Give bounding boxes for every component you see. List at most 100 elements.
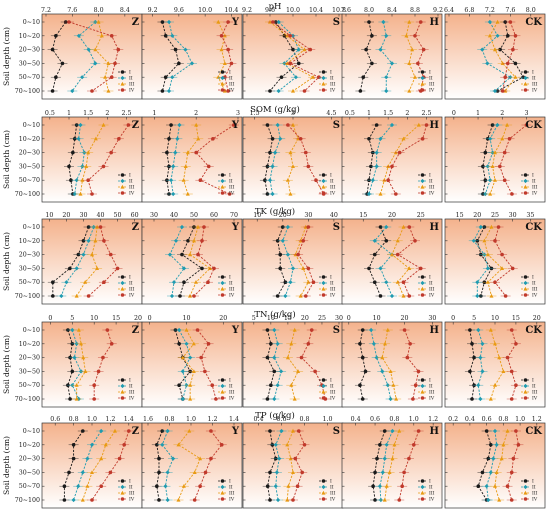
data-point [416, 369, 421, 374]
legend-marker [523, 75, 528, 81]
data-point [384, 280, 389, 285]
data-point [364, 47, 368, 52]
data-point [299, 355, 304, 360]
legend-marker [420, 75, 425, 81]
data-point [194, 122, 199, 127]
legend-label: III [532, 287, 538, 293]
data-point [507, 137, 512, 141]
data-point [273, 484, 278, 489]
series-iv [502, 429, 524, 502]
legend-label: III [532, 185, 538, 191]
data-point [494, 470, 499, 474]
data-point [117, 137, 121, 141]
legend-marker [523, 286, 528, 291]
series-line [178, 329, 191, 400]
series-iv [296, 328, 331, 401]
data-point [72, 355, 77, 360]
data-point [90, 498, 94, 502]
data-point [292, 327, 297, 332]
data-point [478, 224, 483, 230]
data-point [195, 328, 200, 332]
series-line [482, 124, 494, 195]
data-point [411, 397, 415, 401]
data-point [374, 123, 379, 127]
data-point [74, 178, 79, 183]
legend-label: I [129, 479, 131, 485]
data-point [485, 266, 491, 271]
legend-label: IV [429, 396, 435, 402]
series-line [476, 226, 492, 297]
data-point [407, 266, 412, 270]
x-tick-label: 1.2 [428, 416, 438, 423]
series-line [391, 226, 410, 297]
x-tick-label: 6.4 [444, 7, 454, 14]
data-point [76, 252, 81, 257]
data-point [268, 19, 272, 24]
data-point [278, 136, 283, 141]
series-line [286, 430, 294, 501]
series-ii [375, 19, 397, 94]
data-point [407, 294, 412, 298]
data-point [60, 61, 65, 66]
data-point [420, 137, 425, 141]
legend-marker [523, 70, 528, 74]
legend-marker [120, 479, 125, 483]
data-point [303, 150, 308, 155]
data-point [74, 383, 79, 387]
data-point [219, 443, 224, 447]
series-i [175, 225, 207, 298]
legend-marker [523, 191, 528, 195]
data-point [169, 123, 173, 127]
x-tick-label: 1 [367, 110, 371, 117]
legend-label: III [229, 185, 235, 191]
series-line [183, 124, 199, 195]
data-point [309, 328, 314, 332]
data-point [387, 470, 392, 474]
data-point [157, 470, 161, 475]
series-line [80, 124, 104, 195]
data-point [302, 47, 307, 52]
series-line [287, 329, 299, 400]
series-line [379, 430, 393, 501]
series-line [63, 430, 84, 500]
data-point [203, 470, 208, 475]
data-point [176, 497, 181, 502]
data-point [186, 239, 190, 243]
data-point [478, 396, 483, 402]
data-point [378, 47, 383, 52]
x-tick-label: 0.6 [50, 416, 60, 423]
data-point [378, 136, 383, 141]
x-tick-label: 1.4 [229, 416, 239, 423]
series-iv [189, 429, 227, 502]
data-point [502, 178, 507, 182]
x-tick-label: 1.2 [532, 416, 542, 423]
legend-marker [220, 378, 225, 382]
legend-marker [420, 484, 425, 490]
x-tick-label: 15 [456, 212, 464, 219]
data-point [306, 266, 311, 271]
legend-marker [321, 389, 326, 394]
x-tick-label: 4.5 [326, 110, 336, 117]
data-point [181, 266, 187, 271]
y-tick-label: 50~70 [19, 382, 40, 389]
data-point [86, 47, 91, 52]
data-point [295, 484, 300, 489]
legend-marker [220, 191, 225, 195]
data-point [288, 456, 293, 461]
x-tick-label: 30 [79, 212, 87, 219]
legend-label: IV [429, 191, 435, 197]
data-point [165, 150, 169, 155]
legend-label: III [229, 287, 235, 293]
panel-frame [341, 116, 443, 203]
data-point [50, 89, 55, 93]
x-tick-label: 20 [473, 212, 481, 219]
data-point [369, 164, 373, 169]
